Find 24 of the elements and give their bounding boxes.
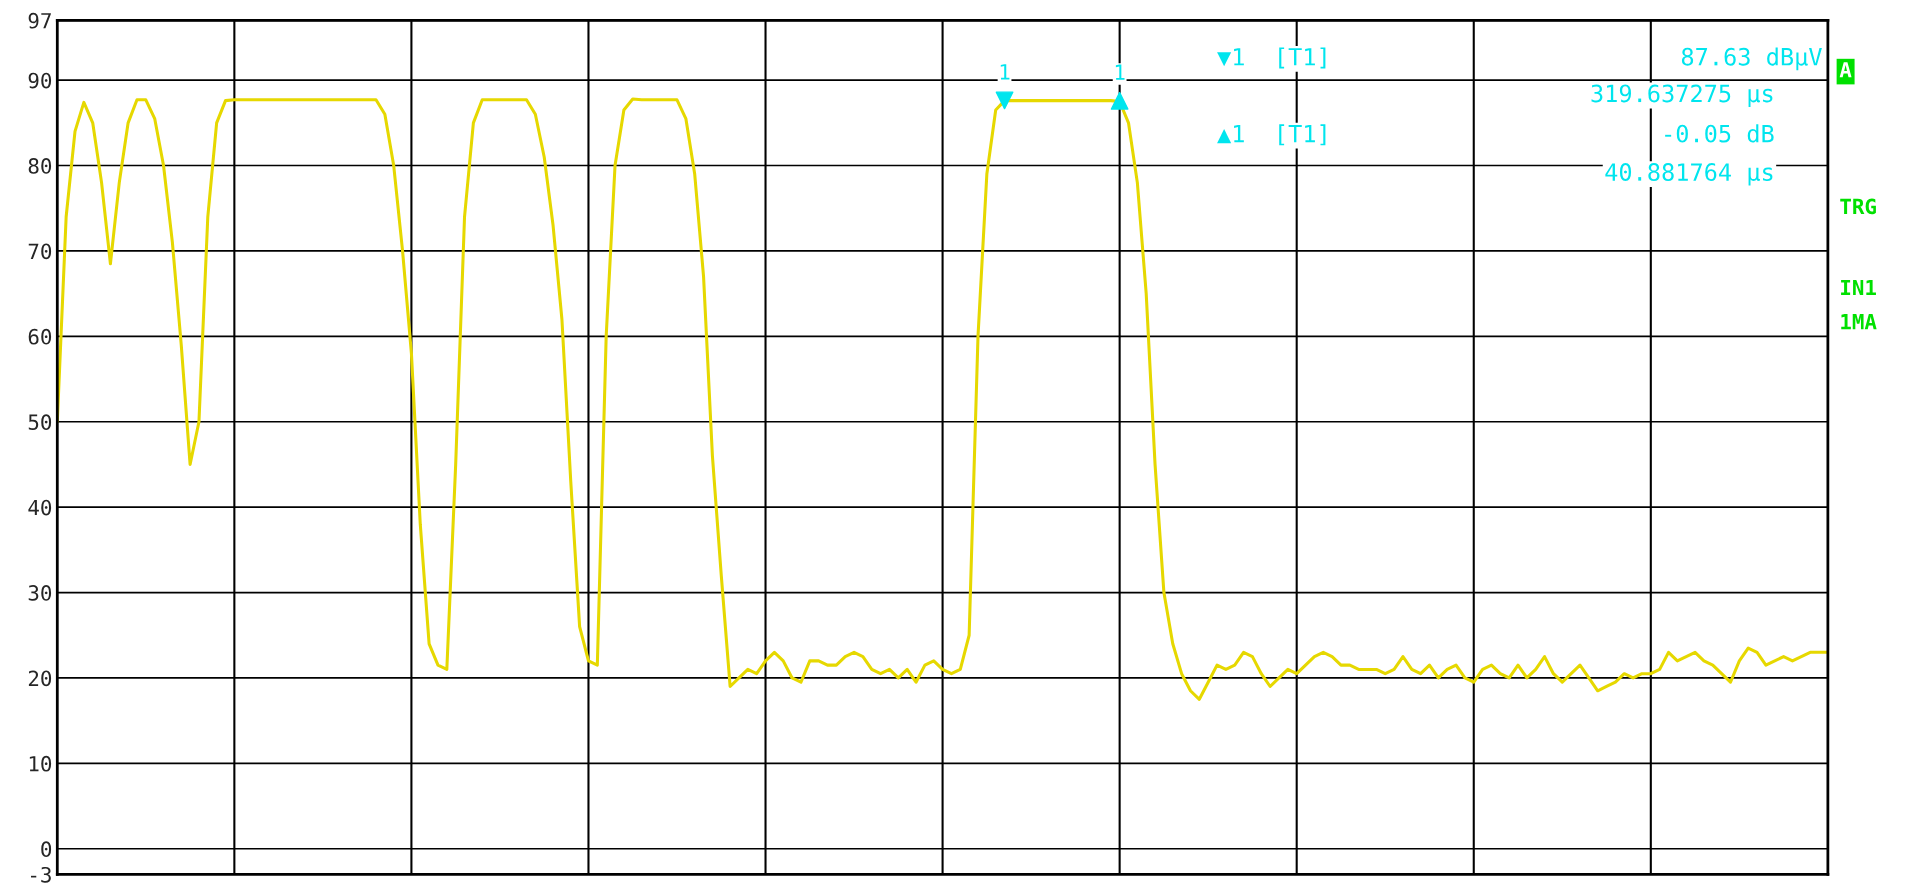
y-tick-label: -3 <box>30 866 51 883</box>
annotation: 1 <box>1000 64 1010 80</box>
y-tick-label: 80 <box>28 158 52 174</box>
text: A <box>1839 62 1852 78</box>
y-tick-label: 50 <box>28 414 52 431</box>
text: TRG <box>1840 198 1876 215</box>
y-tick-label: 70 <box>28 243 52 260</box>
y-tick-label: 0 <box>41 841 52 858</box>
y-tick-label: 20 <box>28 670 52 687</box>
y-tick-label: 97 <box>28 12 51 29</box>
y-tick-label: 90 <box>28 72 52 89</box>
annotation: 87.63 dBµV <box>1681 47 1822 71</box>
annotation: ▼1 [T1] <box>1217 47 1326 69</box>
annotation: 319.637275 µs <box>1591 84 1773 107</box>
y-tick-label: 40 <box>28 499 52 516</box>
text: IN1 <box>1841 279 1876 296</box>
annotation: ▲1 [T1] <box>1217 124 1326 146</box>
annotation: 1 <box>1115 64 1125 80</box>
y-tick-label: 30 <box>28 585 52 601</box>
y-tick-label: 60 <box>28 328 52 345</box>
text: 1MA <box>1841 314 1877 330</box>
annotation: 40.881764 µs <box>1605 163 1773 186</box>
annotation: -0.05 dB <box>1665 124 1774 143</box>
y-tick-label: 10 <box>29 755 52 772</box>
